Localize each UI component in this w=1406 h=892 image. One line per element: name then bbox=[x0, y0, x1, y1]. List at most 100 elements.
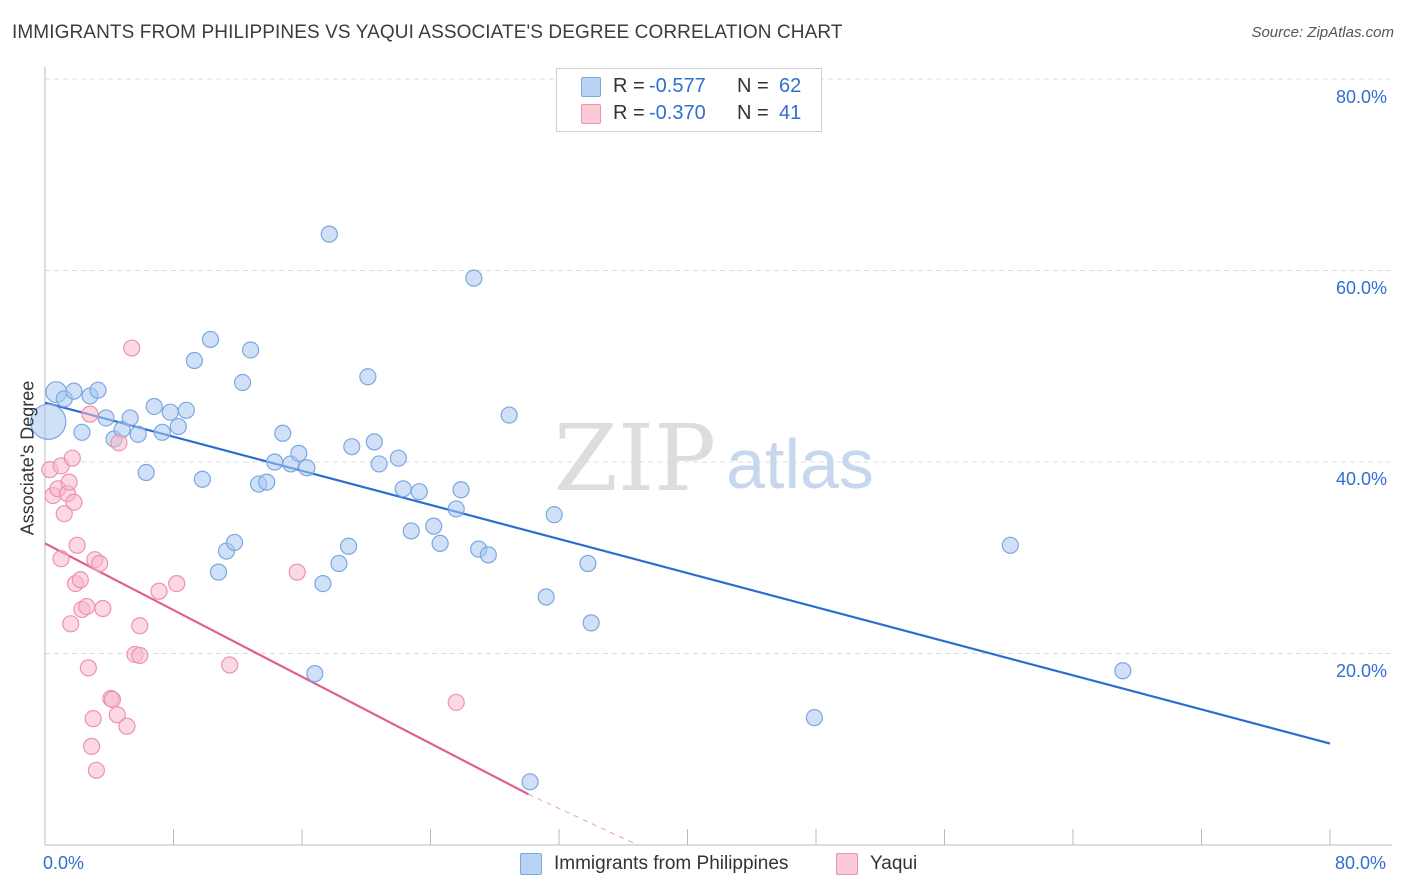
yaqui-point bbox=[60, 473, 78, 491]
x-tick-max: 80.0% bbox=[1335, 853, 1387, 873]
x-tick-min: 0.0% bbox=[43, 853, 85, 873]
philippines-swatch bbox=[581, 77, 601, 97]
philippines-point bbox=[537, 588, 555, 606]
philippines-point bbox=[121, 409, 139, 427]
philippines-point bbox=[73, 423, 91, 441]
philippines-legend-label: Immigrants from Philippines bbox=[554, 853, 789, 874]
yaqui-point bbox=[68, 536, 86, 554]
stats-legend: R = -0.577 N = 62 R = -0.370 N = 41 bbox=[556, 68, 822, 132]
philippines-point bbox=[579, 554, 597, 573]
yaqui-point bbox=[78, 597, 96, 616]
philippines-trend-line bbox=[44, 401, 1331, 745]
philippines-point bbox=[582, 614, 600, 632]
yaqui-point bbox=[131, 646, 149, 665]
legend-r-value: -0.370 bbox=[649, 102, 706, 124]
philippines-point bbox=[225, 533, 244, 552]
yaqui-point bbox=[79, 659, 97, 677]
yaqui-point bbox=[62, 615, 80, 633]
data-points bbox=[30, 225, 1132, 791]
y-axis-label: Associate's Degree bbox=[17, 380, 38, 536]
watermark-atlas: atlas bbox=[726, 425, 874, 503]
philippines-point bbox=[500, 406, 518, 424]
philippines-point bbox=[209, 563, 228, 581]
philippines-point bbox=[169, 417, 187, 436]
philippines-point bbox=[298, 459, 316, 477]
watermark-zip: ZIP bbox=[554, 405, 716, 512]
philippines-point bbox=[137, 463, 155, 482]
yaqui-point bbox=[123, 339, 141, 357]
philippines-point bbox=[465, 269, 483, 287]
philippines-point bbox=[343, 438, 361, 456]
axes bbox=[44, 67, 1392, 846]
philippines-point bbox=[805, 709, 823, 727]
philippines-point bbox=[1001, 536, 1019, 554]
legend-r-value: -0.577 bbox=[649, 75, 706, 97]
philippines-point bbox=[320, 225, 338, 243]
yaqui-trend-extension bbox=[528, 793, 638, 846]
legend-n-label: N = bbox=[737, 102, 769, 124]
philippines-point bbox=[161, 403, 179, 421]
legend-r-label: R = bbox=[613, 75, 645, 97]
philippines-point bbox=[365, 433, 383, 451]
yaqui-swatch bbox=[581, 104, 601, 124]
philippines-point bbox=[233, 373, 252, 392]
legend-n-label: N = bbox=[737, 75, 769, 97]
philippines-point bbox=[153, 423, 171, 441]
philippines-point bbox=[370, 455, 388, 473]
philippines-point bbox=[447, 500, 465, 518]
yaqui-point bbox=[91, 554, 109, 573]
yaqui-point bbox=[82, 737, 101, 755]
y-tick-40: 40.0% bbox=[1336, 469, 1388, 489]
yaqui-trend-line bbox=[44, 542, 529, 796]
yaqui-point bbox=[71, 571, 89, 589]
philippines-point bbox=[242, 341, 260, 359]
philippines-point bbox=[521, 773, 539, 791]
y-tick-60: 60.0% bbox=[1336, 278, 1388, 298]
yaqui-point bbox=[110, 434, 128, 452]
yaqui-point bbox=[87, 761, 106, 779]
yaqui-point bbox=[55, 505, 73, 523]
philippines-point bbox=[359, 368, 377, 386]
philippines-point bbox=[306, 665, 324, 683]
legend-n-value: 62 bbox=[779, 75, 802, 97]
philippines-point bbox=[339, 537, 358, 555]
source-credit: Source: ZipAtlas.com bbox=[1251, 24, 1394, 41]
philippines-point bbox=[290, 444, 308, 462]
yaqui-point bbox=[131, 617, 149, 635]
yaqui-point bbox=[52, 550, 70, 568]
philippines-point bbox=[89, 381, 107, 399]
philippines-point bbox=[97, 409, 115, 427]
philippines-point bbox=[479, 546, 497, 564]
trend-lines bbox=[44, 401, 1331, 846]
philippines-point bbox=[129, 425, 147, 443]
philippines-point bbox=[410, 483, 428, 501]
philippines-point bbox=[389, 449, 407, 467]
philippines-point bbox=[201, 330, 220, 349]
philippines-point bbox=[274, 424, 292, 442]
yaqui-point bbox=[63, 449, 81, 467]
philippines-point bbox=[193, 470, 212, 488]
philippines-point bbox=[402, 522, 420, 540]
philippines-point bbox=[258, 473, 276, 491]
philippines-legend-swatch bbox=[520, 853, 542, 875]
philippines-point bbox=[266, 453, 284, 471]
yaqui-point bbox=[288, 563, 306, 581]
yaqui-point bbox=[221, 656, 239, 674]
philippines-point bbox=[452, 481, 470, 499]
philippines-point bbox=[545, 506, 563, 524]
yaqui-point bbox=[150, 582, 168, 600]
philippines-point bbox=[425, 517, 443, 535]
philippines-point bbox=[30, 403, 67, 440]
philippines-point bbox=[145, 397, 163, 416]
legend-n-value: 41 bbox=[779, 102, 802, 124]
yaqui-point bbox=[108, 706, 126, 724]
philippines-point bbox=[431, 534, 449, 552]
philippines-point bbox=[65, 382, 83, 400]
yaqui-legend-swatch bbox=[836, 853, 858, 875]
philippines-point bbox=[314, 575, 332, 593]
yaqui-point bbox=[118, 717, 136, 735]
yaqui-point bbox=[81, 405, 99, 423]
yaqui-point bbox=[168, 575, 186, 593]
grid-lines bbox=[45, 78, 1392, 654]
